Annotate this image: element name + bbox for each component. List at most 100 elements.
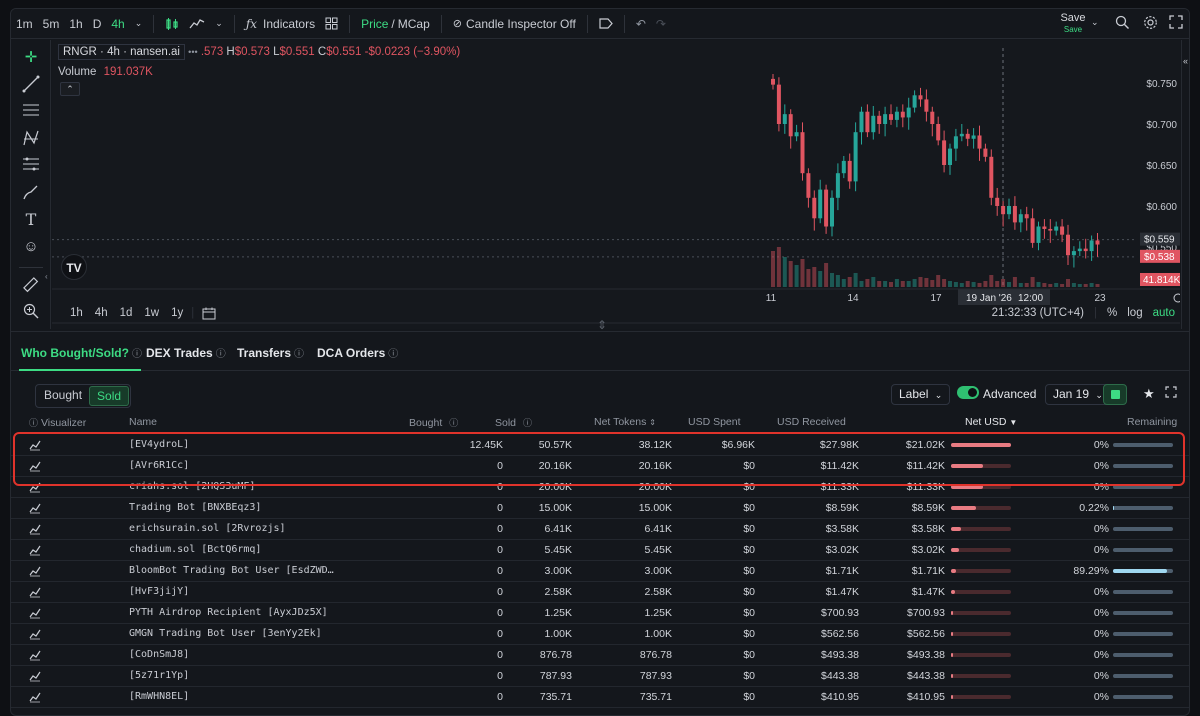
column-header-usd-received[interactable]: USD Received — [777, 416, 846, 428]
table-row[interactable]: BloomBot Trading Bot User [EsdZWD… 0 3.00K… — [11, 561, 1189, 582]
trend-chart-icon[interactable] — [29, 460, 41, 472]
text-tool-icon[interactable]: T — [25, 210, 37, 229]
brush-icon[interactable] — [21, 183, 41, 203]
tab-transfers[interactable]: Transfers ⓘ — [237, 345, 304, 360]
line-chart-icon[interactable] — [184, 9, 210, 39]
table-row[interactable]: erichsurain.sol [2Rvrozjs] 0 6.41K 6.41K $0 $… — [11, 519, 1189, 540]
timeframe-1m[interactable]: 1m — [16, 16, 33, 31]
trend-chart-icon[interactable] — [29, 586, 41, 598]
table-row[interactable]: GMGN Trading Bot User [3enYy2Ek] 0 1.00K 1.… — [11, 624, 1189, 645]
trend-line-icon[interactable] — [21, 75, 41, 95]
emoji-icon[interactable]: ☺ — [23, 238, 39, 255]
wallet-name[interactable]: [HvF3jijY] — [129, 586, 190, 597]
calendar-button[interactable] — [1103, 384, 1127, 405]
trend-chart-icon[interactable] — [29, 544, 41, 556]
timeframe-1h[interactable]: 1h — [69, 16, 83, 31]
candles-icon[interactable] — [160, 9, 184, 39]
layout-grid-icon[interactable] — [320, 9, 343, 39]
wallet-name[interactable]: [EV4ydroL] — [129, 439, 190, 450]
range-1d[interactable]: 1d — [119, 307, 133, 319]
timeframe-dropdown-icon[interactable]: ⌄ — [134, 18, 143, 28]
double-chevron-left-icon[interactable]: « — [1183, 56, 1189, 66]
table-row[interactable]: chadium.sol [BctQ6rmq] 0 5.45K 5.45K $0 $3.02… — [11, 540, 1189, 561]
right-panel-collapse[interactable]: « — [1181, 40, 1189, 329]
trend-chart-icon[interactable] — [29, 439, 41, 451]
percent-toggle[interactable]: % — [1107, 307, 1118, 319]
price-mcap-toggle[interactable]: Price / MCap — [356, 9, 435, 39]
column-header-sold[interactable]: Sold ⓘ — [495, 416, 532, 432]
range-4h[interactable]: 4h — [94, 307, 108, 319]
wallet-name[interactable]: BloomBot Trading Bot User [EsdZWD… — [129, 565, 334, 576]
column-header-bought[interactable]: Bought ⓘ — [409, 416, 458, 432]
range-1h[interactable]: 1h — [70, 307, 83, 319]
collapse-legend-icon[interactable]: ⌃ — [60, 82, 80, 96]
wallet-name[interactable]: Trading Bot [BNXBEqz3] — [129, 502, 262, 513]
indicators-button[interactable]: ƒx Indicators — [241, 9, 320, 39]
column-header-name[interactable]: Name — [129, 416, 158, 428]
symbol-label[interactable]: RNGR · 4h · nansen.ai — [58, 44, 185, 60]
advanced-toggle[interactable] — [957, 386, 979, 399]
trend-chart-icon[interactable] — [29, 628, 41, 640]
tag-icon[interactable] — [594, 9, 618, 39]
tab-dca-orders[interactable]: DCA Orders ⓘ — [317, 345, 398, 360]
more-options-icon[interactable]: ••• — [188, 47, 198, 57]
wallet-name[interactable]: chadium.sol [BctQ6rmq] — [129, 544, 262, 555]
tab-who-bought-sold[interactable]: Who Bought/Sold? ⓘ — [21, 345, 142, 360]
settings-gear-icon[interactable] — [1143, 15, 1158, 33]
zoom-in-icon[interactable] — [21, 303, 41, 323]
table-row[interactable]: [EV4ydroL] 12.45K 50.57K 38.12K $6.96K $27.98… — [11, 435, 1189, 456]
column-header-remaining[interactable]: Remaining — [1127, 416, 1178, 428]
trend-chart-icon[interactable] — [29, 481, 41, 493]
go-to-date-icon[interactable] — [196, 307, 222, 323]
price-chart[interactable]: $0.750 $0.700 $0.650 $0.600 $0.550 $0.559 $0.5… — [52, 40, 1180, 329]
fullscreen-icon[interactable] — [1169, 15, 1183, 32]
table-row[interactable]: [RmWHN8EL] 0 735.71 735.71 $0 $410.95 $410.95 0… — [11, 687, 1189, 708]
table-row[interactable]: Trading Bot [BNXBEqz3] 0 15.00K 15.00K $0 $8.… — [11, 498, 1189, 519]
wallet-name[interactable]: [RmWHN8EL] — [129, 691, 190, 702]
log-toggle[interactable]: log — [1127, 307, 1143, 319]
wallet-name[interactable]: erichsurain.sol [2Rvrozjs] — [129, 523, 286, 534]
resize-handle-icon[interactable]: ⇕ — [597, 318, 608, 332]
table-row[interactable]: PYTH Airdrop Recipient [AyxJDz5X] 0 1.25K 1… — [11, 603, 1189, 624]
column-header-net-usd[interactable]: Net USD ▼ — [965, 416, 1017, 432]
range-1w[interactable]: 1w — [144, 307, 160, 319]
date-dropdown[interactable]: Jan 19 ⌄ — [1045, 384, 1111, 405]
chart-type-dropdown-icon[interactable]: ⌄ — [215, 18, 223, 28]
collapse-drawbar-icon[interactable]: ‹ — [45, 272, 48, 281]
column-header-usd-spent[interactable]: USD Spent — [688, 416, 741, 428]
horizontal-lines-icon[interactable] — [21, 102, 41, 122]
table-row[interactable]: [CoDnSmJ8] 0 876.78 876.78 $0 $493.38 $493.38 0… — [11, 645, 1189, 666]
column-header-visualizer[interactable]: ⓘ Visualizer — [29, 416, 86, 432]
ruler-icon[interactable] — [21, 276, 41, 296]
table-row[interactable]: [HvF3jijY] 0 2.58K 2.58K $0 $1.47K $1.47K 0% — [11, 582, 1189, 603]
table-row[interactable]: criahs.sol [2HQS3uMF] 0 20.00K 20.00K $0 $11.… — [11, 477, 1189, 498]
redo-icon[interactable]: ↷ — [655, 16, 666, 31]
trend-chart-icon[interactable] — [29, 565, 41, 577]
sold-filter[interactable]: Sold — [89, 386, 130, 406]
fib-tool-icon[interactable] — [21, 156, 41, 176]
timeframe-5m[interactable]: 5m — [42, 16, 60, 31]
column-header-net-tokens[interactable]: Net Tokens ⇕ — [594, 416, 656, 432]
wallet-name[interactable]: criahs.sol [2HQS3uMF] — [129, 481, 256, 492]
bought-filter[interactable]: Bought — [44, 388, 83, 402]
trend-chart-icon[interactable] — [29, 523, 41, 535]
trend-chart-icon[interactable] — [29, 670, 41, 682]
quick-search-icon[interactable] — [1115, 15, 1130, 33]
tradingview-logo[interactable]: TV — [61, 254, 87, 280]
trend-chart-icon[interactable] — [29, 607, 41, 619]
table-row[interactable]: [AVr6R1Cc] 0 20.16K 20.16K $0 $11.42K $11.42K 0… — [11, 456, 1189, 477]
wallet-name[interactable]: [5z71r1Yp] — [129, 670, 190, 681]
tab-dex-trades[interactable]: DEX Trades ⓘ — [146, 345, 226, 360]
timeframe-4h[interactable]: 4h — [111, 16, 125, 31]
save-dropdown-icon[interactable]: ⌄ — [1091, 17, 1099, 27]
expand-icon[interactable] — [1165, 386, 1177, 401]
clock[interactable]: 21:32:33 (UTC+4) — [991, 307, 1085, 319]
timeframe-d[interactable]: D — [92, 16, 102, 31]
star-icon[interactable]: ★ — [1143, 386, 1155, 401]
wallet-name[interactable]: GMGN Trading Bot User [3enYy2Ek] — [129, 628, 322, 639]
range-1y[interactable]: 1y — [171, 307, 184, 319]
trend-chart-icon[interactable] — [29, 502, 41, 514]
candle-inspector-button[interactable]: ⊘ Candle Inspector Off — [448, 9, 581, 39]
table-row[interactable]: [5z71r1Yp] 0 787.93 787.93 $0 $443.38 $443.38 0… — [11, 666, 1189, 687]
wallet-name[interactable]: PYTH Airdrop Recipient [AyxJDz5X] — [129, 607, 328, 618]
